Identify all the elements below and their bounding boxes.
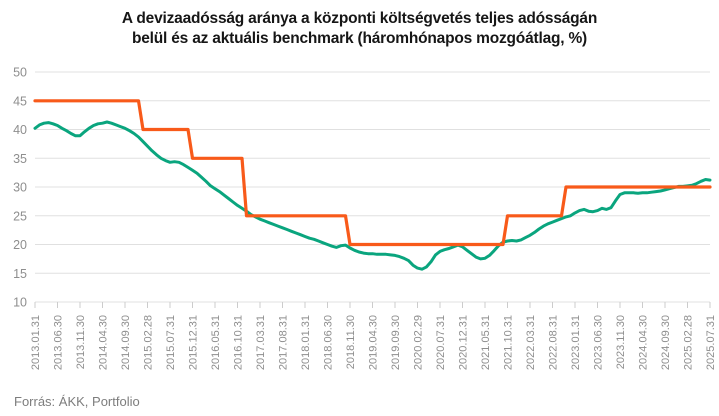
x-tick-label: 2018.11.30 <box>345 315 357 369</box>
source-note: Forrás: ÁKK, Portfolio <box>14 394 140 409</box>
x-tick-label: 2023.11.30 <box>615 315 627 369</box>
x-tick-label: 2015.12.31 <box>188 315 200 370</box>
y-tick-label: 25 <box>13 209 27 223</box>
series-line-fx-debt-ratio <box>33 120 712 271</box>
x-tick-label: 2025.02.28 <box>683 315 695 370</box>
y-tick-label: 50 <box>13 66 27 80</box>
x-axis-ticks <box>34 302 711 308</box>
y-tick-label: 20 <box>13 238 27 252</box>
x-tick-label: 2020.02.29 <box>413 315 425 370</box>
y-tick-label: 30 <box>13 181 27 195</box>
x-tick-label: 2017.08.31 <box>278 315 290 370</box>
chart-title-line-1: A devizaadósság aránya a központi költsé… <box>121 10 598 27</box>
x-tick-label: 2018.06.30 <box>323 315 335 370</box>
x-tick-label: 2020.12.31 <box>458 315 470 370</box>
y-tick-label: 45 <box>13 94 27 108</box>
x-tick-label: 2023.01.31 <box>570 315 582 370</box>
x-tick-label: 2022.08.31 <box>548 315 560 370</box>
x-tick-label: 2014.09.30 <box>120 315 132 370</box>
x-tick-label: 2013.01.31 <box>30 315 42 370</box>
x-axis-labels: 2013.01.31 2013.06.30 2013.11.30 2014.04.30… <box>30 315 717 370</box>
y-tick-label: 10 <box>13 296 27 310</box>
x-tick-label: 2015.07.31 <box>165 315 177 370</box>
x-tick-label: 2016.10.31 <box>233 315 245 370</box>
x-tick-label: 2018.01.31 <box>300 315 312 370</box>
y-tick-label: 15 <box>13 267 27 281</box>
x-tick-label: 2015.02.28 <box>143 315 155 370</box>
x-tick-label: 2025.07.31 <box>705 315 717 370</box>
x-tick-label: 2023.06.30 <box>593 315 605 370</box>
x-tick-label: 2019.09.30 <box>390 315 402 370</box>
x-tick-label: 2024.09.30 <box>660 315 672 370</box>
y-axis-labels: 50 45 40 35 30 25 20 15 10 <box>13 66 27 310</box>
x-tick-label: 2019.04.30 <box>368 315 380 370</box>
x-tick-label: 2014.04.30 <box>98 315 110 370</box>
y-tick-label: 35 <box>13 152 27 166</box>
x-tick-label: 2017.03.31 <box>255 315 267 370</box>
x-tick-label: 2021.10.31 <box>503 315 515 370</box>
x-tick-label: 2021.05.31 <box>480 315 492 370</box>
chart-title-line-2: belül és az aktuális benchmark (háromhón… <box>131 30 588 47</box>
x-tick-label: 2013.11.30 <box>75 315 87 369</box>
x-tick-label: 2016.05.31 <box>210 315 222 370</box>
x-tick-label: 2022.03.31 <box>525 315 537 370</box>
chart-title: A devizaadósság aránya a központi költsé… <box>0 9 719 49</box>
y-tick-label: 40 <box>13 123 27 137</box>
series-line-benchmark <box>33 99 712 247</box>
x-tick-label: 2020.07.31 <box>435 315 447 370</box>
x-tick-label: 2013.06.30 <box>53 315 65 370</box>
x-tick-label: 2024.04.30 <box>638 315 650 370</box>
